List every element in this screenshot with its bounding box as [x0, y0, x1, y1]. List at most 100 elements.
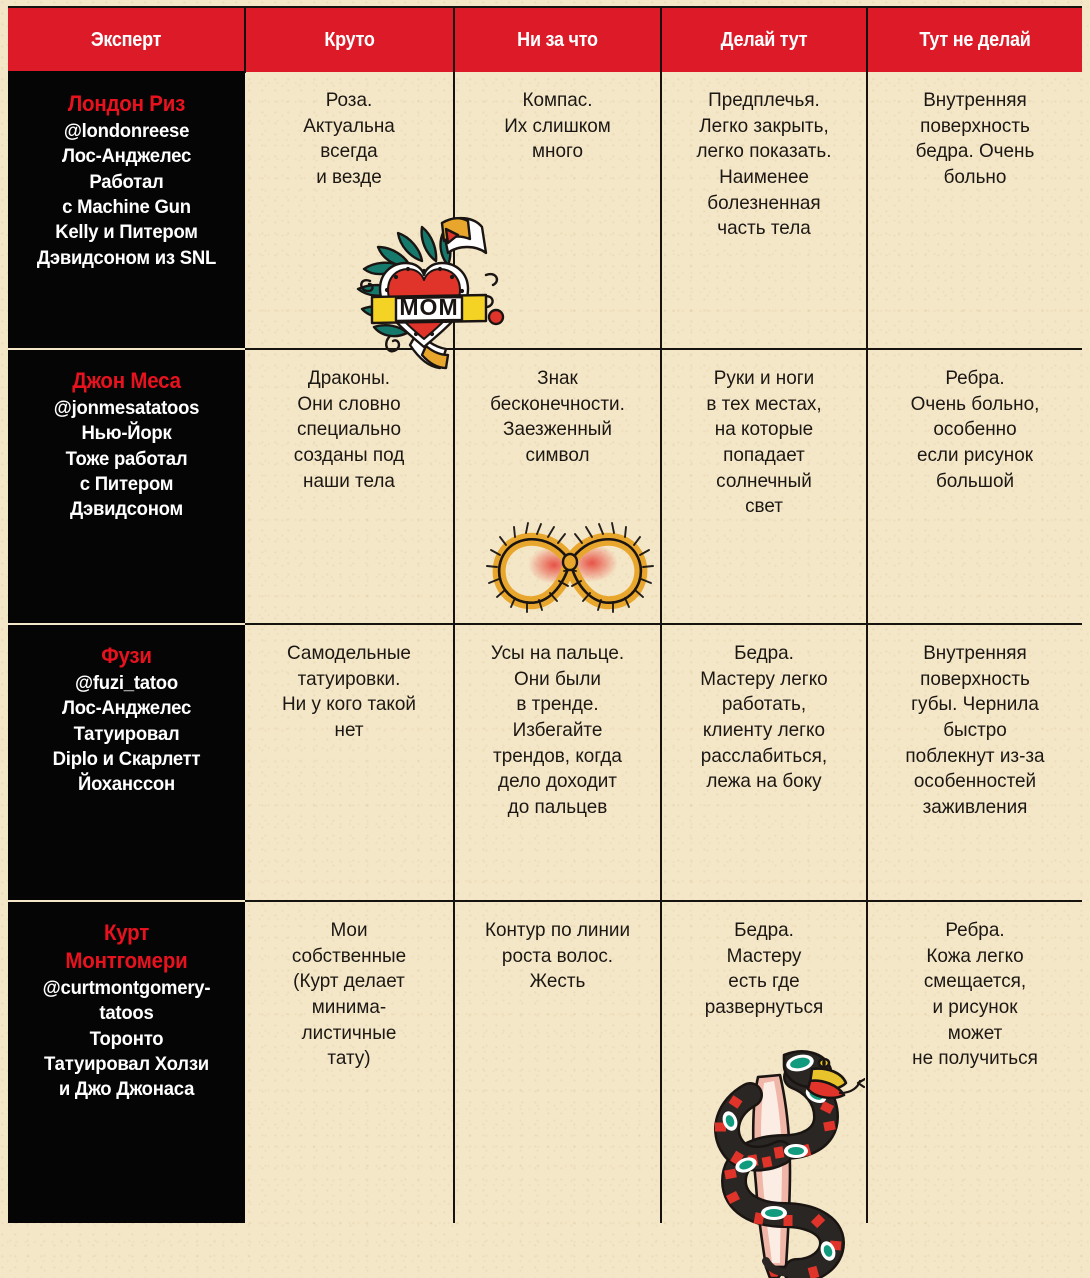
cell-line: Ребра. — [945, 367, 1005, 389]
cell-line: Легко закрыть, — [699, 114, 829, 137]
column-header-do-here: Делай тут — [661, 8, 868, 72]
cell-never: Усы на пальце. Они были в тренде. Избегайте… — [454, 623, 662, 901]
cell-line: Самодельные — [287, 642, 411, 664]
cell-line: заживления — [922, 795, 1028, 818]
table-top-rule — [8, 6, 1082, 9]
column-header-cool: Круто — [245, 8, 455, 72]
cell-line: поблекнут из-за — [905, 744, 1045, 767]
cell-never: Компас. Их слишком много — [454, 72, 662, 349]
table-row: Лондон Риз @londonreese Лос-Анджелес Работа… — [8, 71, 1082, 349]
cell-line: легко показать. — [696, 140, 832, 163]
cell-line: Мастеру — [726, 944, 802, 967]
expert-cell: Джон Меса @jonmesatatoos Нью-Йорк Тоже рабо… — [8, 348, 245, 624]
expert-handle[interactable]: @londonreese — [63, 119, 190, 142]
expert-handle[interactable]: @curtmontgomery- — [42, 976, 211, 999]
expert-detail: с Machine Gun — [62, 195, 191, 218]
column-header-expert: Эксперт — [8, 8, 246, 72]
cell-line: лежа на боку — [706, 770, 822, 793]
cell-line: Внутренняя — [923, 89, 1027, 111]
cell-line: всегда — [320, 140, 378, 163]
cell-line: Кожа легко — [926, 944, 1024, 967]
expert-name: Курт — [103, 920, 150, 945]
expert-detail: Дэвидсоном — [70, 498, 183, 521]
cell-line: Компас. — [522, 89, 593, 111]
cell-do-here: Бедра. Мастеру есть где развернуться — [661, 900, 868, 1223]
cell-line: свет — [745, 495, 783, 518]
cell-line: Руки и ноги — [713, 367, 815, 389]
table-row: Курт Монтгомери @curtmontgomery-tatoos Торо… — [8, 900, 1082, 1223]
cell-line: роста волос. — [501, 944, 614, 967]
cell-line: Избегайте — [512, 718, 603, 741]
expert-detail: Торонто — [89, 1027, 164, 1050]
table-row: Фузи @fuzi_tatoo Лос-Анджелес Татуировал Dip… — [8, 623, 1082, 901]
cell-line: смещается, — [923, 970, 1027, 993]
cell-not-here: Внутренняя поверхность бедра. Очень больно — [867, 72, 1082, 349]
cell-line: Наименее — [719, 165, 809, 188]
cell-line: Актуальна — [303, 114, 395, 137]
cell-line: Предплечья. — [708, 89, 820, 111]
cell-line: Жесть — [529, 970, 586, 993]
cell-line: Мои — [330, 919, 368, 941]
expert-name: Джон Меса — [72, 368, 181, 393]
expert-cell: Лондон Риз @londonreese Лос-Анджелес Работа… — [8, 71, 245, 349]
expert-name: Монтгомери — [65, 947, 188, 973]
cell-line: большой — [935, 469, 1015, 492]
cell-not-here: Ребра. Кожа легко смещается, и рисунок может… — [867, 900, 1082, 1223]
cell-line: и рисунок — [932, 995, 1018, 1018]
cell-line: в тренде. — [516, 693, 599, 716]
cell-line: часть тела — [717, 217, 811, 240]
cell-line: Внутренняя — [923, 642, 1027, 664]
cell-line: татуировки. — [297, 667, 401, 690]
cell-line: Ни у кого такой — [281, 693, 417, 716]
expert-detail: Работал — [89, 170, 164, 193]
cell-never: Знак бесконечности. Заезженный символ — [454, 348, 662, 624]
cell-line: Роза. — [325, 89, 373, 111]
cell-line: Их слишком — [504, 114, 611, 137]
cell-line: тату) — [327, 1047, 371, 1070]
cell-line: Они были — [513, 667, 601, 690]
cell-line: Усы на пальце. — [490, 642, 625, 664]
expert-handle[interactable]: @fuzi_tatoo — [75, 671, 178, 694]
cell-line: дело доходит — [498, 770, 617, 793]
expert-detail: Diplo и Скарлетт — [52, 747, 201, 770]
table-body: Лондон Риз @londonreese Лос-Анджелес Работа… — [8, 71, 1082, 1223]
expert-detail: Лос-Анджелес — [61, 697, 192, 720]
cell-line: Бедра. — [734, 642, 794, 664]
cell-line: наши тела — [303, 469, 395, 492]
cell-not-here: Ребра. Очень больно, особенно если рисунок б… — [867, 348, 1082, 624]
expert-detail: с Питером — [79, 472, 174, 495]
expert-detail: Дэвидсоном из SNL — [36, 246, 217, 269]
cell-line: клиенту легко — [702, 718, 826, 741]
cell-line: собственные — [291, 944, 407, 967]
column-header-not-here: Тут не делай — [867, 8, 1082, 72]
cell-line: минима- — [311, 995, 387, 1018]
cell-cool: Самодельные татуировки. Ни у кого такой нет — [245, 623, 455, 901]
cell-line: Знак — [537, 367, 578, 389]
cell-line: Они словно — [297, 392, 401, 415]
cell-line: Ребра. — [945, 919, 1005, 941]
column-header-never: Ни за что — [454, 8, 662, 72]
cell-line: поверхность — [920, 114, 1030, 137]
tattoo-advice-table: Эксперт Круто Ни за что Делай тут Тут не… — [8, 8, 1082, 1223]
cell-line: Мастеру легко — [700, 667, 828, 690]
cell-line: в тех местах, — [706, 392, 822, 415]
expert-cell: Курт Монтгомери @curtmontgomery-tatoos Торо… — [8, 900, 245, 1223]
cell-do-here: Руки и ноги в тех местах, на которые попада… — [661, 348, 868, 624]
cell-line: созданы под — [293, 443, 405, 466]
cell-line: болезненная — [707, 191, 821, 214]
cell-line: Очень больно, — [910, 392, 1040, 415]
cell-never: Контур по линии роста волос. Жесть — [454, 900, 662, 1223]
cell-line: Бедра. — [734, 919, 794, 941]
expert-detail: Тоже работал — [65, 447, 188, 470]
cell-line: поверхность — [920, 667, 1030, 690]
cell-line: (Курт делает — [293, 970, 405, 993]
cell-line: Заезженный — [503, 418, 612, 441]
expert-name: Лондон Риз — [67, 91, 186, 116]
expert-handle[interactable]: @jonmesatatoos — [53, 396, 200, 419]
cell-cool: Мои собственные (Курт делает минима-листичн… — [245, 900, 455, 1223]
cell-line: и везде — [316, 165, 382, 188]
table-header-row: Эксперт Круто Ни за что Делай тут Тут не… — [8, 8, 1082, 72]
expert-detail: Татуировал — [73, 722, 180, 745]
cell-line: нет — [334, 718, 364, 741]
cell-line: специально — [296, 418, 402, 441]
